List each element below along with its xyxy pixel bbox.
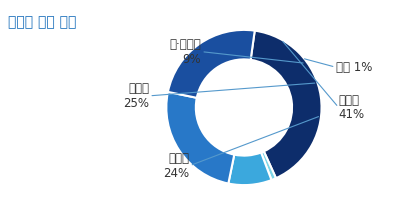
Text: 직급별 이용 현황: 직급별 이용 현황 [8,15,76,29]
Wedge shape [251,31,322,178]
Text: 기타 1%: 기타 1% [336,61,372,74]
Wedge shape [228,152,272,185]
Text: 과장급
25%: 과장급 25% [123,82,149,110]
Wedge shape [261,151,276,180]
Wedge shape [168,30,255,98]
Wedge shape [166,92,234,184]
Text: 사원급
41%: 사원급 41% [339,94,365,121]
Text: 대리급
24%: 대리급 24% [164,152,190,180]
Text: 차·부장급
9%: 차·부장급 9% [170,38,201,66]
